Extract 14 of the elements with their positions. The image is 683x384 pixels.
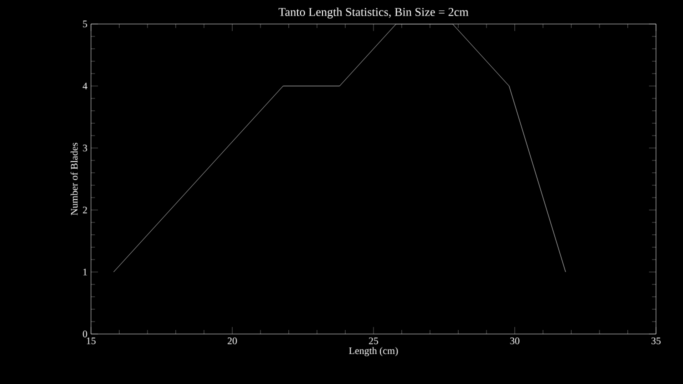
x-tick-label: 35 <box>652 338 661 344</box>
y-tick-label: 5 <box>83 20 88 28</box>
x-tick-label: 20 <box>228 338 237 344</box>
x-tick-label: 15 <box>86 338 96 344</box>
chart-title: Tanto Length Statistics, Bin Size = 2cm <box>278 8 468 18</box>
x-axis-title: Length (cm) <box>349 347 398 356</box>
y-tick-label: 1 <box>83 268 87 276</box>
x-tick-label: 25 <box>368 338 378 344</box>
y-tick-label: 4 <box>82 82 88 90</box>
y-tick-label: 2 <box>82 206 87 214</box>
x-tick-label: 30 <box>510 338 520 344</box>
y-axis-title: Number of Blades <box>70 142 78 216</box>
y-tick-label: 0 <box>82 330 88 338</box>
y-tick-label: 3 <box>82 144 88 152</box>
